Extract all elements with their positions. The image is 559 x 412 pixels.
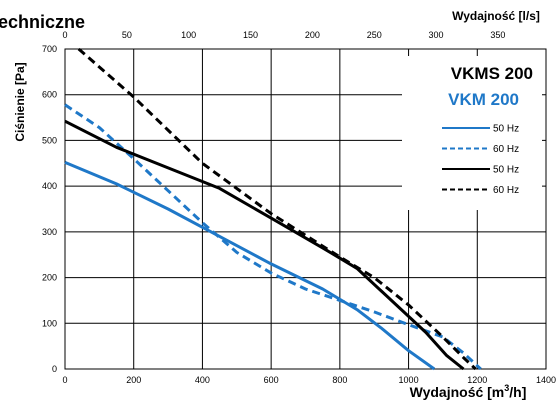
x-axis-bottom-ticks: 0 200 400 600 800 1000 1200 1400 <box>62 375 556 385</box>
x-top-tick-label: 200 <box>305 30 320 40</box>
x-top-tick-label: 150 <box>243 30 258 40</box>
legend-label: 50 Hz <box>493 124 519 135</box>
y-axis-ticks: 0 100 200 300 400 500 600 700 <box>42 44 57 374</box>
x-axis-top-ticks: 0 50 100 150 200 250 300 350 <box>62 30 505 40</box>
y-tick-label: 300 <box>42 227 57 237</box>
x-top-tick-label: 50 <box>122 30 132 40</box>
x-top-tick-label: 100 <box>181 30 196 40</box>
y-tick-label: 100 <box>42 318 57 328</box>
x-top-tick-label: 350 <box>490 30 505 40</box>
y-tick-label: 200 <box>42 273 57 283</box>
plot-frame <box>64 48 547 370</box>
x-tick-label: 1000 <box>399 375 419 385</box>
y-tick-label: 600 <box>42 90 57 100</box>
x-axis-title-superscript: 3 <box>504 383 509 393</box>
legend: VKMS 200 VKM 200 50 Hz 60 Hz 50 Hz 60 Hz <box>402 56 542 210</box>
series-line-3 <box>77 47 477 371</box>
x-axis-bottom-title: Wydajność [m3/h] <box>410 383 527 400</box>
legend-label: 50 Hz <box>493 165 519 176</box>
series-layer <box>64 47 482 371</box>
x-axis-title-prefix: Wydajność [m <box>410 384 505 400</box>
page-heading-fragment: echniczne <box>0 12 85 32</box>
series-line-0 <box>64 161 436 371</box>
legend-group-vkm: VKM 200 <box>448 90 519 109</box>
x-top-tick-label: 0 <box>62 30 67 40</box>
y-tick-label: 500 <box>42 135 57 145</box>
legend-background <box>402 56 542 210</box>
series-line-1 <box>64 103 482 371</box>
x-tick-label: 0 <box>62 375 67 385</box>
legend-label: 60 Hz <box>493 144 519 155</box>
x-axis-top-title: Wydajność [l/s] <box>452 9 540 23</box>
x-tick-label: 1200 <box>467 375 487 385</box>
x-top-tick-label: 250 <box>367 30 382 40</box>
x-tick-label: 800 <box>332 375 347 385</box>
x-tick-label: 200 <box>126 375 141 385</box>
legend-label: 60 Hz <box>493 185 519 196</box>
x-top-tick-label: 300 <box>429 30 444 40</box>
x-tick-label: 600 <box>264 375 279 385</box>
x-tick-label: 1400 <box>536 375 556 385</box>
x-tick-label: 400 <box>195 375 210 385</box>
legend-group-vkms: VKMS 200 <box>451 64 533 83</box>
y-tick-label: 400 <box>42 181 57 191</box>
y-tick-label: 0 <box>52 364 57 374</box>
y-tick-label: 700 <box>42 44 57 54</box>
x-axis-title-suffix: /h] <box>509 384 526 400</box>
y-axis-title: Ciśnienie [Pa] <box>13 62 27 141</box>
